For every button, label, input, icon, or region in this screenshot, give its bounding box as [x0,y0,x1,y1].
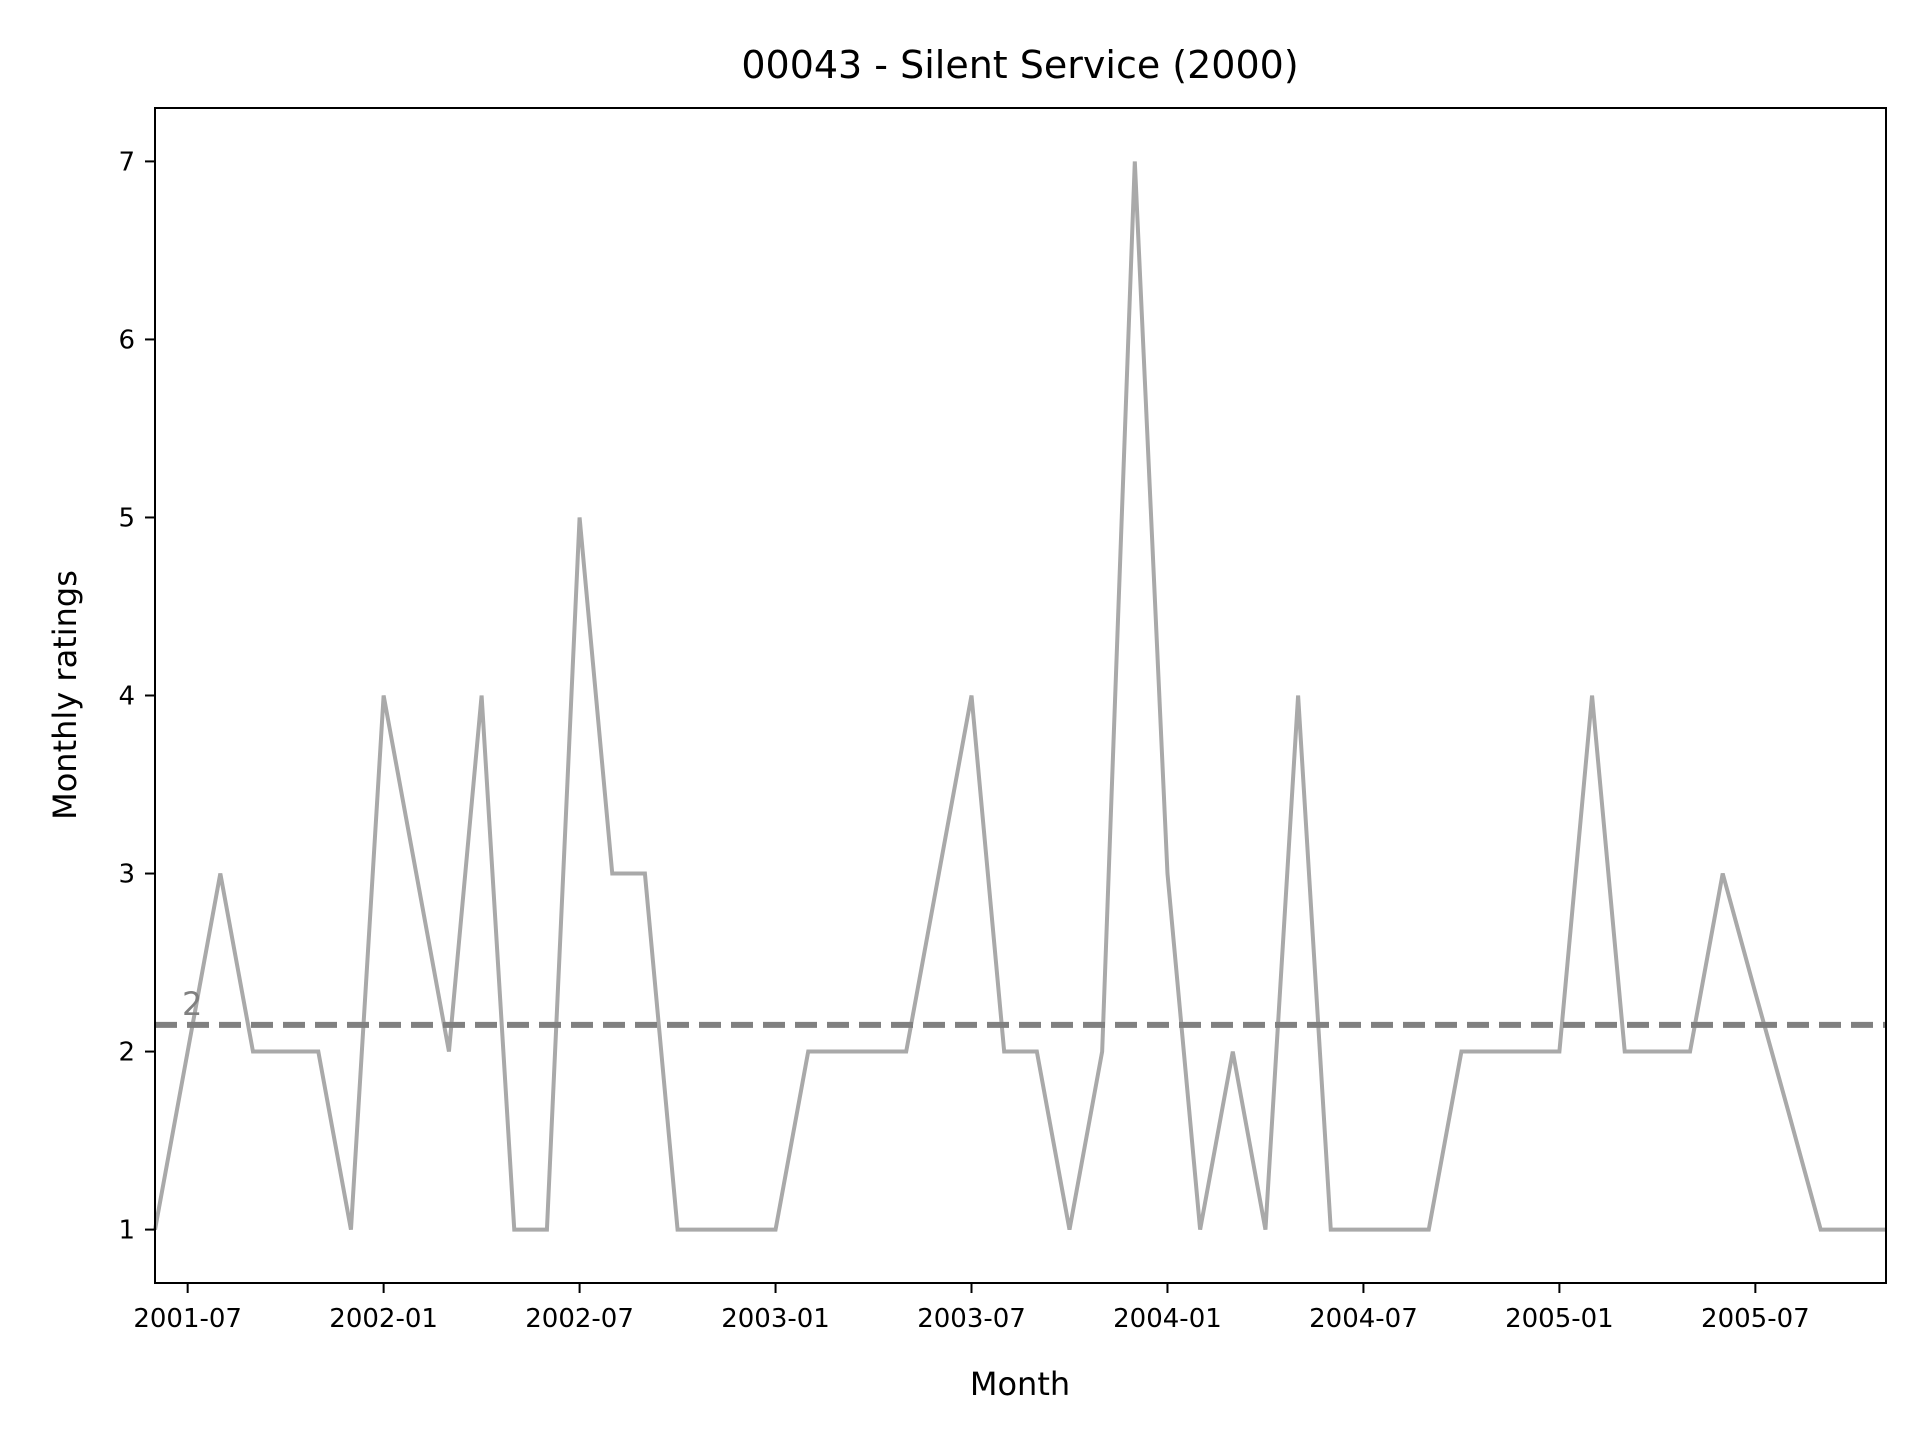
y-tick-label: 2 [118,1038,135,1068]
y-tick-label: 7 [118,147,135,177]
x-tick-label: 2002-01 [329,1304,438,1334]
x-tick-label: 2001-07 [133,1304,242,1334]
x-tick-label: 2005-01 [1505,1304,1614,1334]
y-tick-label: 5 [118,503,135,533]
y-axis: 1 2 3 4 5 6 7 [118,147,155,1246]
x-tick-label: 2003-01 [721,1304,830,1334]
x-axis: 2001-07 2002-01 2002-07 2003-01 2003-07 2004-… [133,1283,1810,1334]
y-axis-label: Monthly ratings [46,570,84,820]
x-axis-label: Month [970,1365,1070,1403]
x-tick-label: 2004-07 [1309,1304,1418,1334]
y-tick-label: 1 [118,1216,135,1246]
x-tick-label: 2003-07 [917,1304,1026,1334]
y-tick-label: 6 [118,325,135,355]
reference-line-label: 2 [182,985,202,1023]
x-tick-label: 2005-07 [1701,1304,1810,1334]
chart-title: 00043 - Silent Service (2000) [741,43,1298,87]
y-tick-label: 4 [118,682,135,712]
x-tick-label: 2004-01 [1113,1304,1222,1334]
plot-area: 2 [153,161,1886,1232]
y-tick-label: 3 [118,860,135,890]
x-tick-label: 2002-07 [525,1304,634,1334]
